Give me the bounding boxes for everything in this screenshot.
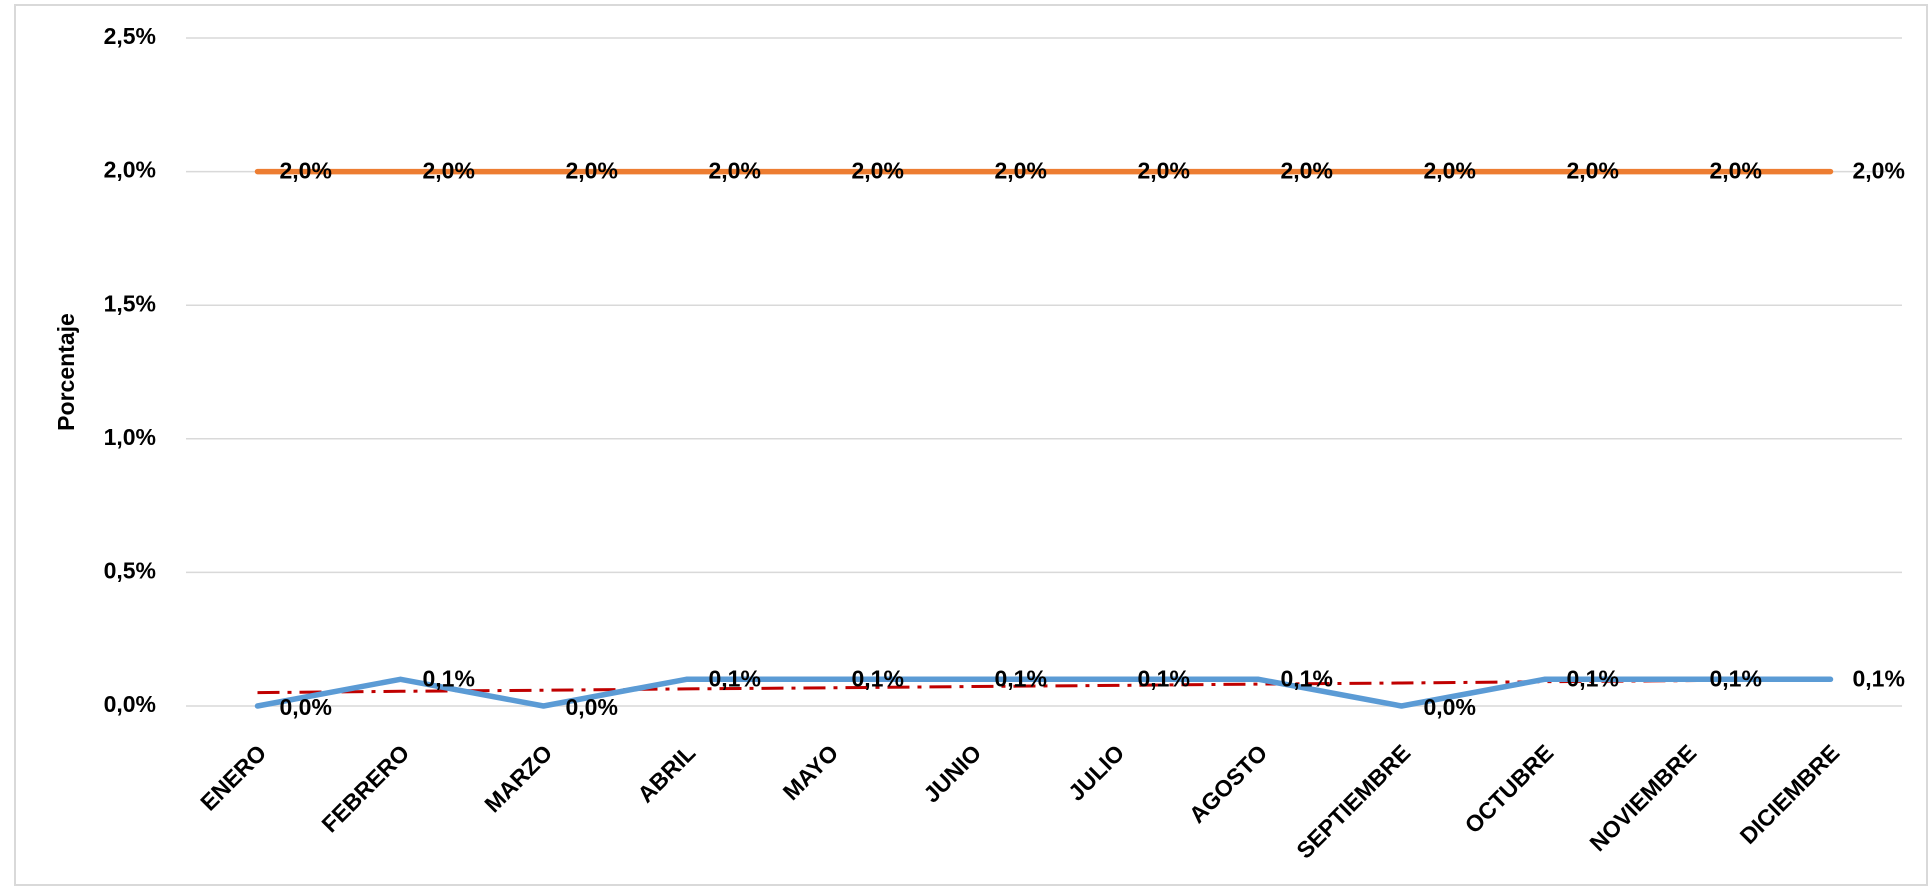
data-label: 2,0%	[1567, 158, 1619, 184]
data-label: 2,0%	[1710, 158, 1762, 184]
data-label: 0,0%	[280, 694, 332, 720]
data-label: 2,0%	[1853, 158, 1905, 184]
data-label: 2,0%	[566, 158, 618, 184]
y-tick-label: 2,0%	[104, 157, 156, 183]
y-tick-label: 0,0%	[104, 691, 156, 717]
series-line	[254, 676, 1834, 709]
data-label: 0,1%	[1281, 665, 1333, 691]
data-label: 2,0%	[1424, 158, 1476, 184]
data-label: 0,1%	[423, 665, 475, 691]
data-label: 0,0%	[1424, 694, 1476, 720]
data-label: 2,0%	[995, 158, 1047, 184]
y-tick-label: 1,5%	[104, 290, 156, 316]
data-label: 2,0%	[709, 158, 761, 184]
data-label: 0,1%	[709, 665, 761, 691]
data-label: 2,0%	[280, 158, 332, 184]
y-tick-label: 1,0%	[104, 424, 156, 450]
data-label: 0,0%	[566, 694, 618, 720]
data-label: 2,0%	[1281, 158, 1333, 184]
y-tick-label: 0,5%	[104, 557, 156, 583]
data-label: 2,0%	[423, 158, 475, 184]
data-label: 2,0%	[1138, 158, 1190, 184]
data-label: 2,0%	[852, 158, 904, 184]
data-label: 0,1%	[1138, 665, 1190, 691]
y-axis-label: Porcentaje	[53, 313, 79, 431]
data-label: 0,1%	[1853, 665, 1905, 691]
data-label: 0,1%	[995, 665, 1047, 691]
data-label: 0,1%	[852, 665, 904, 691]
data-label: 0,1%	[1567, 665, 1619, 691]
y-tick-label: 2,5%	[104, 23, 156, 49]
chart-border	[14, 4, 1928, 886]
data-label: 0,1%	[1710, 665, 1762, 691]
